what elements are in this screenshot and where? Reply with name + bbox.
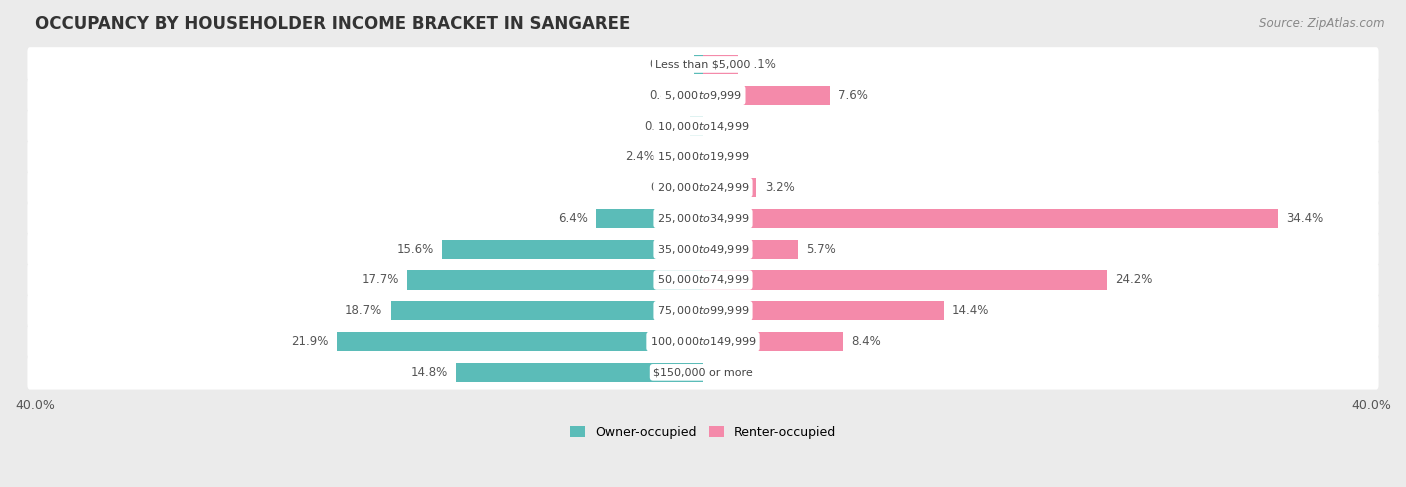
Text: 14.4%: 14.4%	[952, 304, 990, 317]
FancyBboxPatch shape	[28, 294, 1378, 328]
Text: 18.7%: 18.7%	[344, 304, 382, 317]
Text: $20,000 to $24,999: $20,000 to $24,999	[657, 181, 749, 194]
Text: 0.47%: 0.47%	[650, 89, 686, 102]
Text: Less than $5,000: Less than $5,000	[655, 59, 751, 70]
Text: 15.6%: 15.6%	[396, 243, 434, 256]
Text: 3.2%: 3.2%	[765, 181, 794, 194]
Bar	[456, 363, 703, 382]
Text: $25,000 to $34,999: $25,000 to $34,999	[657, 212, 749, 225]
Bar	[703, 86, 830, 105]
Text: 0.0%: 0.0%	[711, 150, 741, 163]
Text: 14.8%: 14.8%	[411, 366, 447, 379]
FancyBboxPatch shape	[28, 262, 1378, 297]
Text: Source: ZipAtlas.com: Source: ZipAtlas.com	[1260, 17, 1385, 30]
Text: 24.2%: 24.2%	[1115, 274, 1153, 286]
Text: $150,000 or more: $150,000 or more	[654, 367, 752, 377]
FancyBboxPatch shape	[28, 324, 1378, 359]
Text: 5.7%: 5.7%	[807, 243, 837, 256]
Text: 0.9%: 0.9%	[650, 181, 679, 194]
Text: $5,000 to $9,999: $5,000 to $9,999	[664, 89, 742, 102]
Bar	[337, 332, 703, 351]
FancyBboxPatch shape	[28, 109, 1378, 143]
Bar	[703, 209, 1278, 228]
Text: 6.4%: 6.4%	[558, 212, 588, 225]
Bar	[443, 240, 703, 259]
Bar	[703, 240, 799, 259]
Text: 17.7%: 17.7%	[361, 274, 399, 286]
Text: $100,000 to $149,999: $100,000 to $149,999	[650, 335, 756, 348]
FancyBboxPatch shape	[28, 232, 1378, 266]
Text: $50,000 to $74,999: $50,000 to $74,999	[657, 274, 749, 286]
Text: 7.6%: 7.6%	[838, 89, 868, 102]
Text: 0.0%: 0.0%	[711, 119, 741, 132]
Bar	[695, 86, 703, 105]
Text: 21.9%: 21.9%	[291, 335, 329, 348]
FancyBboxPatch shape	[28, 355, 1378, 390]
Bar	[391, 301, 703, 320]
FancyBboxPatch shape	[28, 78, 1378, 112]
Bar	[703, 55, 738, 74]
Bar	[690, 116, 703, 135]
Bar	[703, 270, 1107, 290]
Bar	[703, 332, 844, 351]
Text: 2.1%: 2.1%	[747, 58, 776, 71]
Bar	[408, 270, 703, 290]
Text: $15,000 to $19,999: $15,000 to $19,999	[657, 150, 749, 163]
Text: 8.4%: 8.4%	[852, 335, 882, 348]
Text: 34.4%: 34.4%	[1286, 212, 1323, 225]
Legend: Owner-occupied, Renter-occupied: Owner-occupied, Renter-occupied	[565, 421, 841, 444]
Text: $35,000 to $49,999: $35,000 to $49,999	[657, 243, 749, 256]
FancyBboxPatch shape	[28, 201, 1378, 236]
Bar	[703, 178, 756, 197]
Bar	[688, 178, 703, 197]
FancyBboxPatch shape	[28, 170, 1378, 205]
Bar	[596, 209, 703, 228]
FancyBboxPatch shape	[28, 140, 1378, 174]
Text: 0.0%: 0.0%	[711, 366, 741, 379]
Bar	[695, 55, 703, 74]
Bar	[703, 301, 943, 320]
Text: 0.51%: 0.51%	[650, 58, 686, 71]
Bar	[662, 147, 703, 167]
FancyBboxPatch shape	[28, 47, 1378, 82]
Text: 0.78%: 0.78%	[644, 119, 682, 132]
Text: $75,000 to $99,999: $75,000 to $99,999	[657, 304, 749, 317]
Text: $10,000 to $14,999: $10,000 to $14,999	[657, 119, 749, 132]
Text: OCCUPANCY BY HOUSEHOLDER INCOME BRACKET IN SANGAREE: OCCUPANCY BY HOUSEHOLDER INCOME BRACKET …	[35, 15, 630, 33]
Text: 2.4%: 2.4%	[624, 150, 655, 163]
